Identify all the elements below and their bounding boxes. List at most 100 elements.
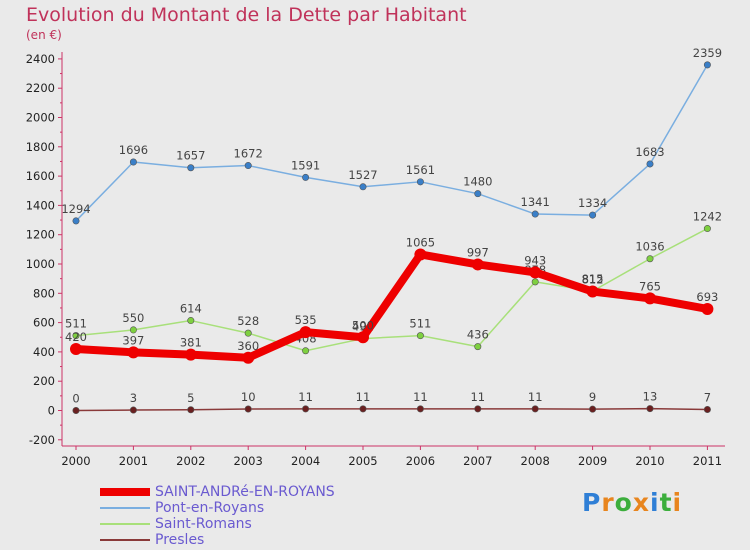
legend-label: Pont-en-Royans [155, 500, 265, 516]
data-point [416, 178, 424, 186]
y-tick-label: 0 [48, 404, 55, 418]
data-point [529, 266, 542, 279]
data-label: 11 [356, 390, 371, 404]
data-label: 812 [582, 273, 604, 287]
logo-letter: o [614, 488, 633, 517]
data-point [646, 255, 654, 263]
data-point [129, 326, 137, 334]
data-point [644, 292, 656, 305]
series-line [75, 64, 709, 222]
legend-label: Saint-Romans [155, 516, 252, 532]
y-tick-label: 1000 [26, 257, 55, 271]
data-point [70, 342, 82, 355]
legend-label: Presles [155, 532, 205, 548]
data-point [184, 348, 197, 361]
legend-item: Pont-en-Royans [100, 500, 335, 516]
data-point [646, 160, 654, 168]
logo-letter: r [601, 488, 615, 517]
data-point [703, 405, 711, 413]
data-label: 11 [470, 390, 485, 404]
data-label: 943 [524, 253, 546, 267]
legend-item: SAINT-ANDRé-EN-ROYANS [100, 484, 335, 500]
legend-swatch [100, 488, 150, 496]
data-point [701, 302, 714, 315]
data-label: 13 [643, 390, 658, 404]
data-point [589, 211, 597, 219]
data-point [299, 326, 312, 339]
legend: SAINT-ANDRé-EN-ROYANS Pont-en-Royans Saint… [100, 484, 335, 548]
data-label: 11 [528, 390, 543, 404]
x-tick-label: 2006 [406, 454, 435, 468]
x-tick-label: 2009 [578, 454, 607, 468]
y-tick-label: 1600 [26, 169, 55, 183]
data-point [187, 317, 195, 325]
data-label: 1657 [176, 149, 205, 163]
data-label: 1591 [291, 158, 320, 172]
y-tick-label: 400 [33, 345, 55, 359]
logo-letter: i [650, 488, 660, 517]
series-presles: 0 3 5 10 11 11 11 11 11 9 13 7 [72, 390, 711, 414]
logo-letter: i [672, 488, 683, 517]
data-point [72, 332, 80, 340]
y-tick-label: -200 [29, 433, 55, 447]
data-point [127, 346, 140, 359]
x-tick-label: 2003 [234, 454, 263, 468]
data-point [242, 351, 255, 364]
data-point [586, 285, 599, 298]
data-label: 360 [237, 339, 259, 353]
data-point [416, 332, 424, 340]
data-label: 1561 [406, 163, 435, 177]
data-point [646, 405, 654, 413]
y-tick-label: 2400 [26, 52, 55, 66]
data-label: 500 [352, 318, 374, 332]
data-point [72, 406, 80, 414]
data-point [474, 343, 482, 351]
data-label: 9 [589, 390, 596, 404]
data-label: 5 [187, 391, 194, 405]
legend-item: Saint-Romans [100, 516, 335, 532]
legend-swatch [100, 523, 150, 525]
data-label: 1334 [578, 196, 607, 210]
data-point [474, 190, 482, 198]
series-pont-en-royans: 1294 1696 1657 1672 1591 1527 1561 1480 1341 1334… [61, 46, 722, 225]
chart-unit: (en €) [26, 28, 62, 42]
logo-letter: t [659, 488, 673, 517]
chart-title: Evolution du Montant de la Dette par Hab… [26, 4, 467, 26]
x-tick-label: 2010 [635, 454, 664, 468]
data-point [302, 347, 310, 355]
data-point [359, 405, 367, 413]
data-point [359, 183, 367, 191]
x-tick-label: 2001 [119, 454, 148, 468]
data-label: 7 [704, 390, 711, 404]
y-tick-label: 2200 [26, 81, 55, 95]
data-label: 693 [696, 290, 718, 304]
data-label: 815 [582, 272, 604, 286]
logo-letter: x [632, 488, 650, 517]
data-point [244, 329, 252, 337]
data-label: 511 [65, 317, 87, 331]
data-point [72, 217, 80, 225]
y-tick-label: 1200 [26, 228, 55, 242]
data-point [703, 225, 711, 233]
data-label: 1672 [234, 147, 263, 161]
data-label: 1527 [348, 168, 377, 182]
data-point [129, 158, 137, 166]
data-label: 1480 [463, 175, 492, 189]
data-label: 397 [122, 333, 144, 347]
data-point [187, 164, 195, 172]
data-label: 1294 [61, 202, 90, 216]
data-label: 511 [409, 317, 431, 331]
y-tick-label: 1800 [26, 140, 55, 154]
data-point [302, 173, 310, 181]
series-saint-romans: 51155061452840849151143687881510361242 [65, 210, 722, 355]
data-label: 381 [180, 336, 202, 350]
x-tick-label: 2011 [693, 454, 722, 468]
data-point [703, 61, 711, 69]
data-label: 0 [72, 392, 79, 406]
data-point [357, 331, 369, 344]
data-point [129, 406, 137, 414]
data-label: 1341 [521, 195, 550, 209]
legend-label: SAINT-ANDRé-EN-ROYANS [155, 484, 335, 500]
